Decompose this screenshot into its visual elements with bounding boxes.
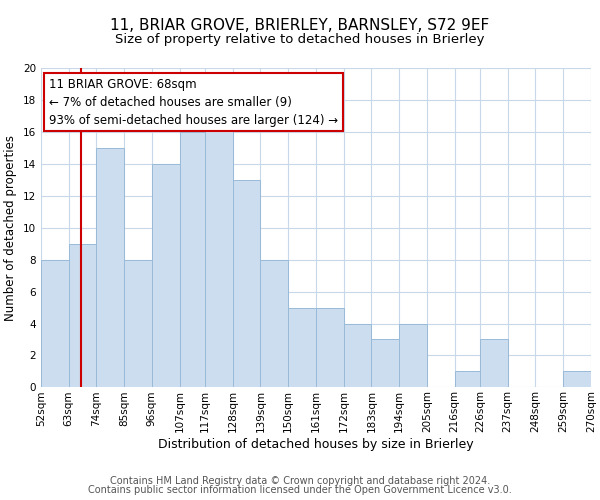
Bar [152,164,179,388]
Text: 11, BRIAR GROVE, BRIERLEY, BARNSLEY, S72 9EF: 11, BRIAR GROVE, BRIERLEY, BARNSLEY, S72… [110,18,490,32]
Bar [288,308,316,388]
Bar [455,372,480,388]
Text: Contains HM Land Registry data © Crown copyright and database right 2024.: Contains HM Land Registry data © Crown c… [110,476,490,486]
Bar [399,324,427,388]
Text: Contains public sector information licensed under the Open Government Licence v3: Contains public sector information licen… [88,485,512,495]
X-axis label: Distribution of detached houses by size in Brierley: Distribution of detached houses by size … [158,438,473,451]
Text: 11 BRIAR GROVE: 68sqm
← 7% of detached houses are smaller (9)
93% of semi-detach: 11 BRIAR GROVE: 68sqm ← 7% of detached h… [49,78,338,126]
Bar [480,340,508,388]
Bar [97,148,124,388]
Y-axis label: Number of detached properties: Number of detached properties [4,135,17,321]
Bar [68,244,97,388]
Bar [179,132,205,388]
Bar [41,260,68,388]
Bar [124,260,152,388]
Bar [205,116,233,388]
Bar [344,324,371,388]
Bar [260,260,288,388]
Bar [371,340,399,388]
Text: Size of property relative to detached houses in Brierley: Size of property relative to detached ho… [115,32,485,46]
Bar [316,308,344,388]
Bar [233,180,260,388]
Bar [563,372,591,388]
